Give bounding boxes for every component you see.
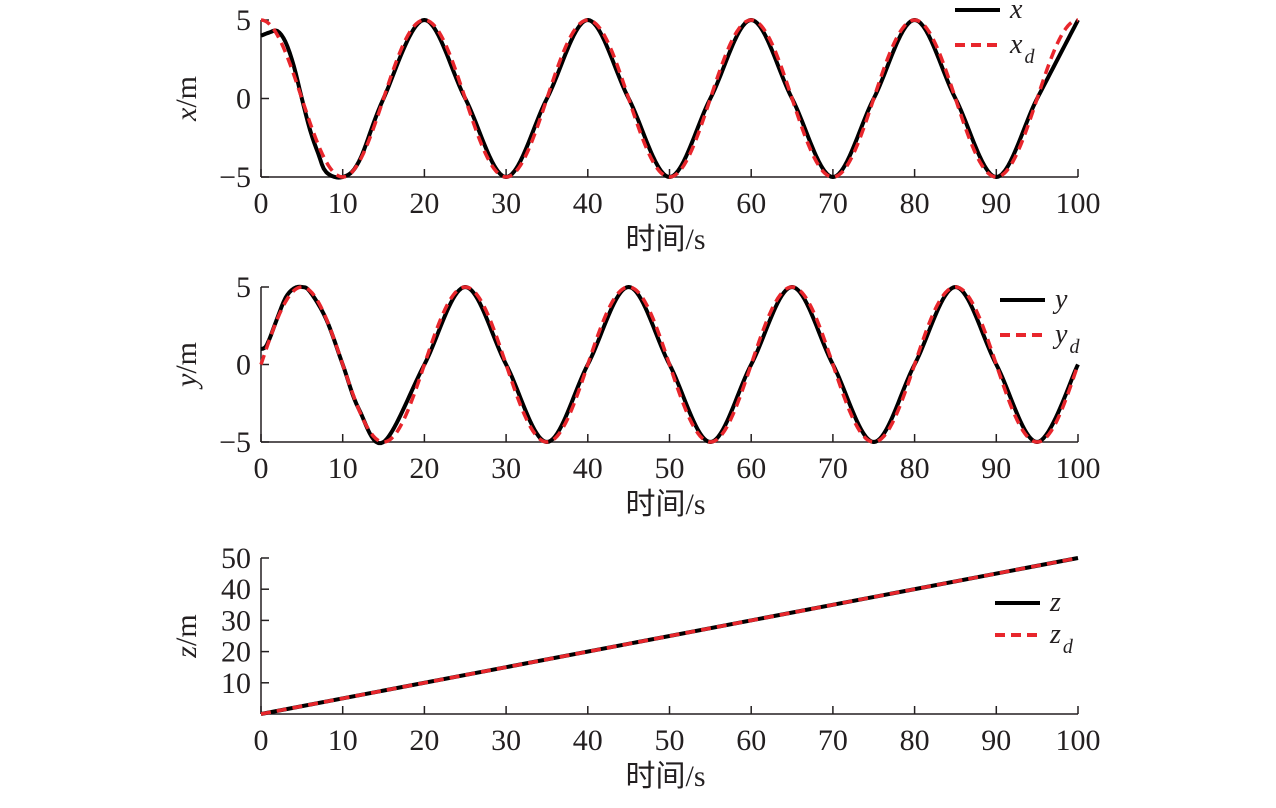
x-tick-label: 60: [736, 724, 766, 757]
x-tick-label: 30: [491, 187, 521, 220]
y-axis-variable: z: [170, 646, 203, 659]
x-tick-label: 40: [573, 452, 603, 485]
x-tick-label: 0: [254, 724, 269, 757]
x-tick-label: 0: [254, 187, 269, 220]
y-tick-label: 40: [221, 573, 251, 606]
legend-label-main: x: [1009, 0, 1023, 25]
x-tick-label: 70: [818, 187, 848, 220]
legend-label-main: x: [1009, 29, 1023, 60]
y-axis-title: z/m: [170, 614, 203, 658]
legend-label: x: [1009, 0, 1023, 25]
x-tick-label: 90: [981, 724, 1011, 757]
x-tick-label: 30: [491, 724, 521, 757]
y-tick-label: −5: [219, 426, 251, 459]
series-line-y-d: [259, 285, 1080, 444]
x-tick-label: 40: [573, 724, 603, 757]
legend-label-main: z: [1049, 587, 1061, 618]
x-tick-label: 70: [818, 452, 848, 485]
y-tick-label: 5: [236, 271, 251, 304]
legend-label-main: y: [1052, 284, 1068, 315]
y-axis-unit: /m: [170, 76, 203, 108]
y-axis-title: y/m: [170, 342, 203, 390]
y-tick-label: 0: [236, 349, 251, 382]
series-line-x-d: [260, 18, 1079, 179]
legend-label-sub: d: [1063, 636, 1074, 658]
x-tick-label: 50: [655, 187, 685, 220]
y-tick-label: 5: [236, 4, 251, 37]
x-tick-label: 100: [1056, 187, 1101, 220]
y-tick-label: 10: [221, 667, 251, 700]
x-tick-label: 80: [900, 187, 930, 220]
legend-label-sub: d: [1069, 336, 1080, 358]
x-tick-label: 20: [409, 724, 439, 757]
y-axis-unit: /m: [170, 614, 203, 646]
x-axis-title: 时间/s: [625, 223, 705, 256]
x-tick-label: 100: [1056, 452, 1101, 485]
x-tick-label: 60: [736, 452, 766, 485]
x-tick-label: 50: [655, 724, 685, 757]
x-tick-label: 20: [409, 452, 439, 485]
x-tick-label: 40: [573, 187, 603, 220]
y-tick-label: 50: [221, 542, 251, 575]
series-line-z-d: [260, 556, 1079, 716]
y-tick-label: 0: [236, 83, 251, 116]
legend-label-main: y: [1052, 319, 1068, 350]
x-tick-label: 60: [736, 187, 766, 220]
x-tick-label: 10: [328, 452, 358, 485]
x-tick-label: 100: [1056, 724, 1101, 757]
y-tick-label: 20: [221, 636, 251, 669]
y-axis-title: x/m: [170, 76, 203, 122]
x-tick-label: 70: [818, 724, 848, 757]
legend-label-sub: d: [1024, 46, 1035, 68]
y-tick-label: −5: [219, 161, 251, 194]
y-tick-label: 30: [221, 604, 251, 637]
x-tick-label: 10: [328, 187, 358, 220]
x-tick-label: 30: [491, 452, 521, 485]
subplot-z: 0 10 20 30 40 50 60 70 80 90 1001020304050时间/sz/mz…: [170, 542, 1101, 793]
x-tick-label: 10: [328, 724, 358, 757]
legend-label: y: [1052, 284, 1068, 315]
y-axis-variable: x: [170, 107, 203, 122]
x-tick-label: 20: [409, 187, 439, 220]
x-tick-label: 50: [655, 452, 685, 485]
x-axis-title: 时间/s: [625, 488, 705, 521]
legend-label-main: z: [1049, 619, 1061, 650]
y-axis-variable: y: [170, 373, 203, 390]
x-tick-label: 90: [981, 452, 1011, 485]
x-tick-label: 80: [900, 724, 930, 757]
y-axis-unit: /m: [170, 342, 203, 374]
x-tick-label: 0: [254, 452, 269, 485]
x-axis-title: 时间/s: [625, 760, 705, 793]
x-tick-label: 90: [981, 187, 1011, 220]
legend-label: z: [1049, 587, 1061, 618]
x-tick-label: 80: [900, 452, 930, 485]
